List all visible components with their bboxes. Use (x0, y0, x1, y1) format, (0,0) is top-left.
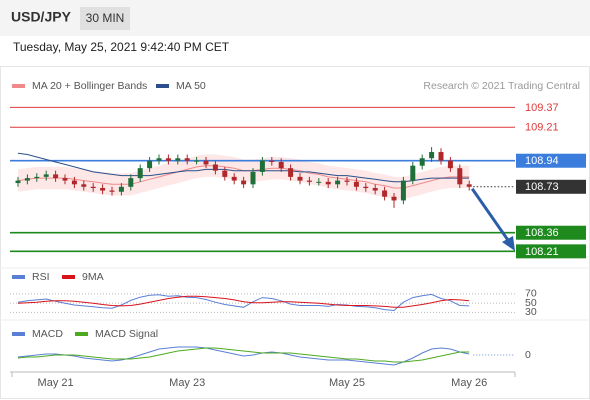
level-label: 108.21 (525, 246, 559, 258)
candle-body (194, 160, 200, 162)
rsi-line (17, 295, 470, 308)
legend-label: MA 50 (176, 80, 206, 92)
legend-swatch (12, 84, 25, 88)
candle-body (363, 186, 369, 189)
candle-body (222, 170, 228, 177)
level-label: 109.37 (525, 102, 559, 114)
candle-body (165, 158, 171, 161)
legend-swatch (12, 275, 25, 279)
timestamp: Tuesday, May 25, 2021 9:42:40 PM CET (13, 40, 230, 54)
y-tick-label: 70 (525, 288, 537, 300)
candle-body (297, 176, 303, 181)
candle-body (90, 186, 96, 189)
candle-body (100, 188, 106, 191)
source: Research © 2021 Trading Central (423, 80, 580, 92)
macd-line (17, 347, 470, 363)
candle-body (231, 176, 237, 181)
x-tick-label: May 25 (329, 377, 365, 389)
candle-body (62, 178, 68, 181)
candle-body (53, 174, 59, 179)
macd-line (17, 346, 470, 366)
candle-body (429, 152, 435, 159)
candle-body (259, 160, 265, 172)
projection-arrow (470, 187, 512, 244)
candle-body (457, 168, 463, 185)
timeframe-label[interactable]: 30 MIN (86, 11, 125, 25)
candle-body (306, 180, 312, 182)
candle-body (24, 178, 30, 181)
legend-label: MACD (32, 328, 63, 340)
candle-body (175, 158, 181, 161)
candle-body (71, 180, 77, 185)
legend-swatch (62, 275, 75, 279)
candle-body (278, 161, 284, 169)
legend-swatch (156, 84, 169, 88)
candle-body (400, 180, 406, 201)
projection-arrowhead (502, 236, 515, 251)
candle-body (447, 160, 453, 169)
candle-body (118, 186, 124, 192)
candle-body (391, 196, 397, 201)
candle-body (212, 164, 218, 171)
legend-label: RSI (32, 271, 50, 283)
candle-body (184, 158, 190, 161)
ma50-line (17, 152, 470, 183)
candle-body (466, 184, 472, 187)
timeframe-tab[interactable] (80, 7, 130, 30)
legend-swatch (75, 332, 88, 336)
candle-body (288, 168, 294, 177)
candle-body (372, 188, 378, 191)
candle-body (156, 158, 162, 161)
candle-body (250, 171, 256, 185)
candle-body (438, 152, 444, 161)
level-label: 108.73 (525, 181, 559, 193)
legend-label: MA 20 + Bollinger Bands (32, 80, 147, 92)
candle-body (203, 160, 209, 165)
rsi-line (17, 293, 470, 312)
level-label-box (516, 179, 586, 194)
candle-body (137, 168, 143, 179)
y-tick-label: 30 (525, 306, 537, 318)
level-label-box (516, 225, 586, 240)
y-tick-label: 0 (525, 349, 531, 361)
level-label-box (516, 244, 586, 259)
candle-body (81, 184, 87, 187)
candle-body (109, 190, 115, 192)
x-tick-label: May 21 (38, 377, 74, 389)
legend-label: MACD Signal (95, 328, 158, 340)
level-label-box (516, 153, 586, 168)
candle-body (241, 180, 247, 185)
candle-body (34, 176, 40, 179)
y-tick-label: 50 (525, 297, 537, 309)
level-label: 108.36 (525, 227, 559, 239)
candle-body (419, 158, 425, 166)
level-label: 108.94 (525, 155, 559, 167)
candle-body (344, 180, 350, 182)
candle-body (410, 165, 416, 181)
legend-swatch (12, 332, 25, 336)
candle-body (316, 181, 322, 183)
candle-body (335, 180, 341, 185)
candle-body (15, 180, 21, 184)
candle-body (325, 181, 331, 185)
legend-label: 9MA (82, 271, 104, 283)
level-label: 109.21 (525, 122, 559, 134)
candle-body (43, 174, 49, 177)
chart-title: USD/JPY (11, 9, 72, 25)
candle-body (353, 181, 359, 187)
candle-body (128, 178, 134, 187)
candle-body (269, 160, 275, 162)
x-tick-label: May 23 (169, 377, 205, 389)
candle-body (147, 160, 153, 169)
x-tick-label: May 26 (451, 377, 487, 389)
candle-body (382, 190, 388, 197)
